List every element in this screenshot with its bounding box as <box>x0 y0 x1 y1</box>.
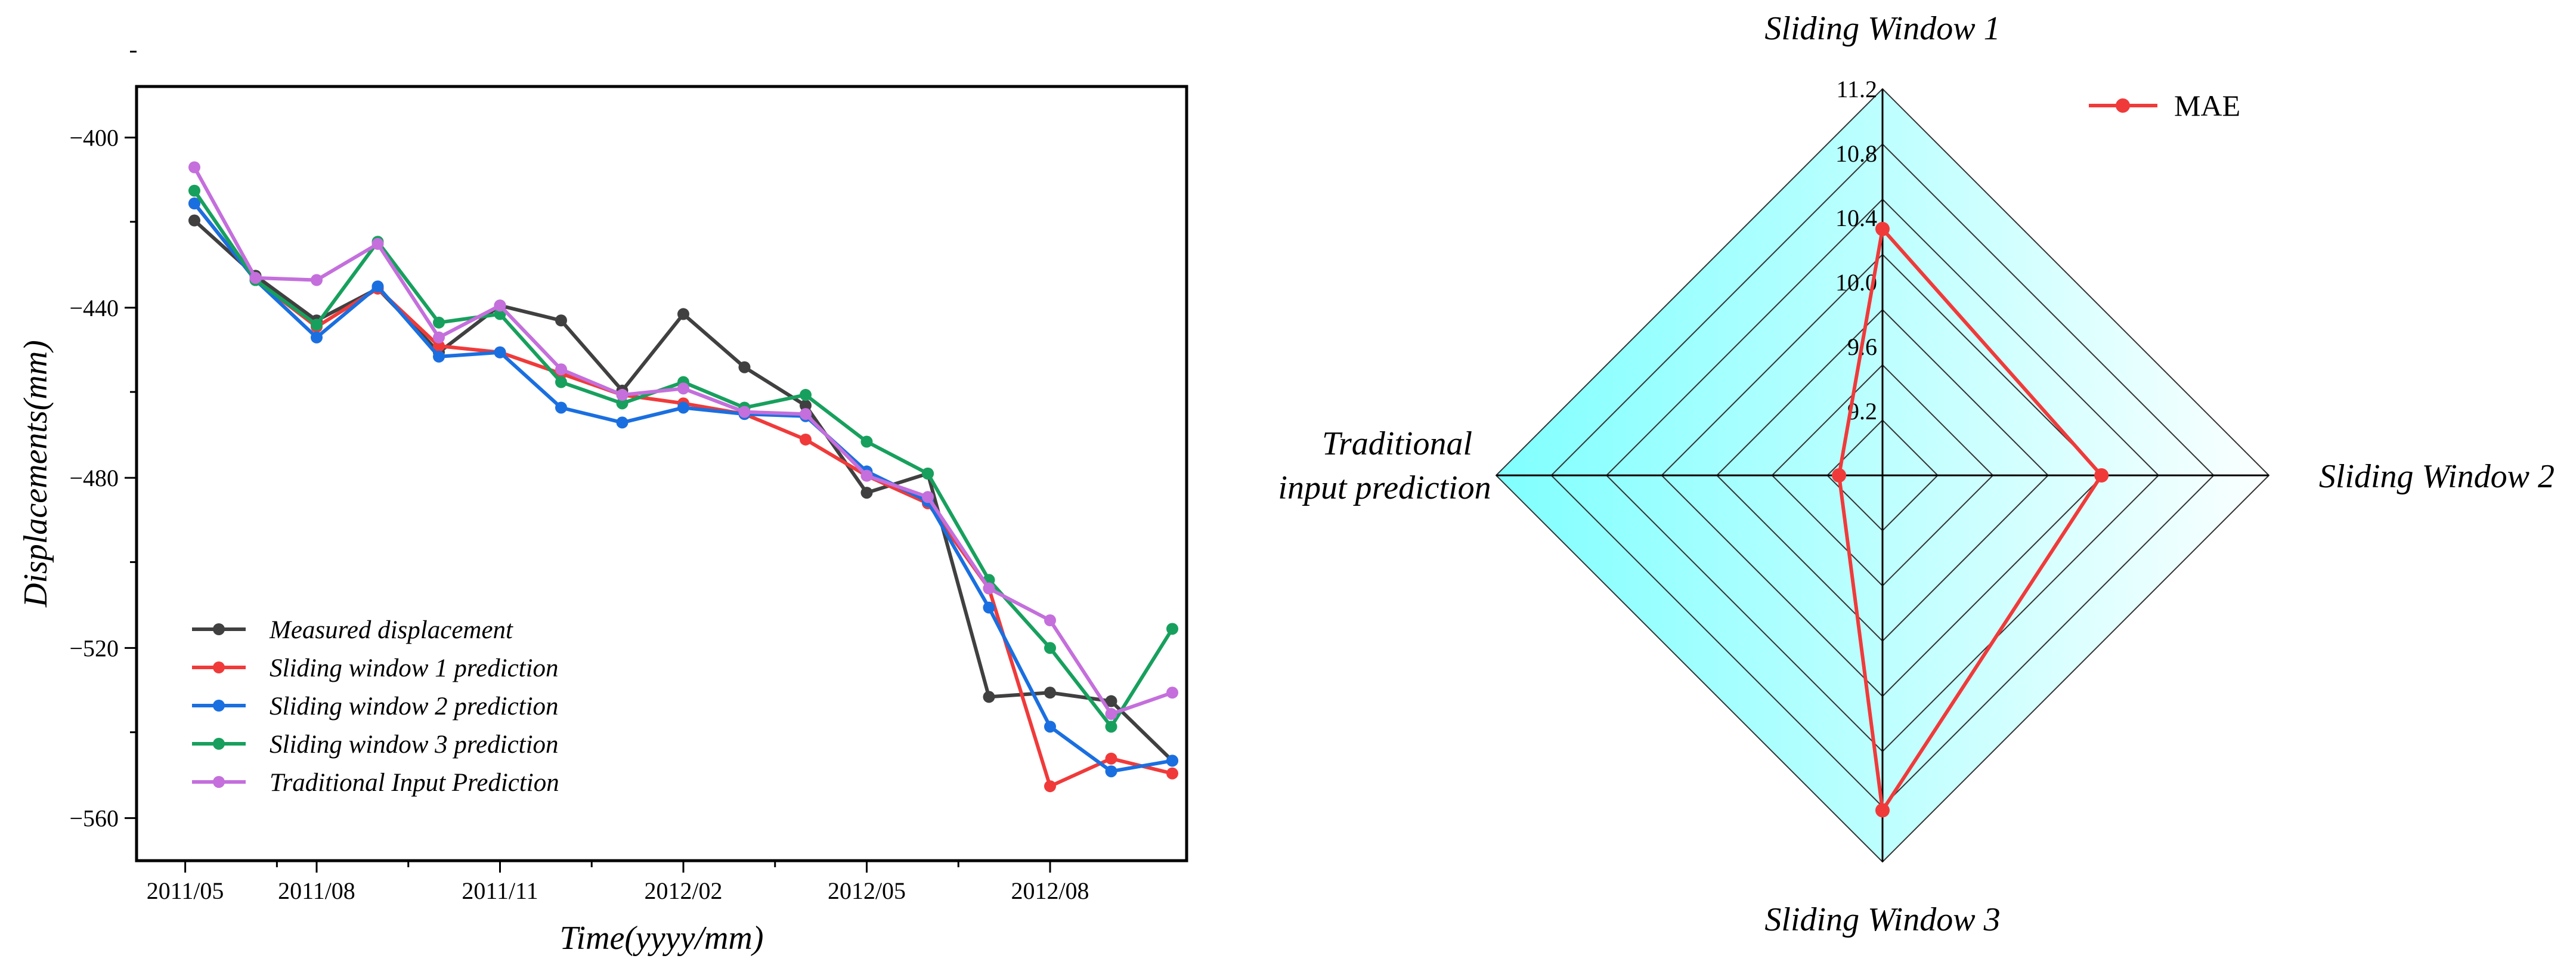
radar-axis-label-bottom: Sliding Window 3 <box>1764 901 2000 938</box>
data-point <box>1166 755 1178 767</box>
y-tick-label: −560 <box>69 805 119 832</box>
y-tick-label: −440 <box>69 295 119 321</box>
data-point <box>738 406 751 418</box>
data-point <box>800 389 812 401</box>
data-point <box>494 299 506 312</box>
data-point <box>1105 707 1117 720</box>
data-point <box>249 271 262 284</box>
x-tick-label: 2012/08 <box>1011 877 1089 904</box>
legend-label: Sliding window 2 prediction <box>270 692 559 721</box>
radar-axis-label-top: Sliding Window 1 <box>1764 10 2000 47</box>
data-point <box>922 468 934 480</box>
legend-label: Measured displacement <box>269 616 513 644</box>
data-point <box>860 487 873 499</box>
x-axis-title: Time(yyyy/mm) <box>559 920 763 957</box>
series-line-4 <box>193 190 1174 729</box>
y-tick-label: −480 <box>69 465 119 491</box>
data-point <box>433 316 445 329</box>
legend-marker <box>213 661 225 673</box>
legend-marker <box>213 776 225 788</box>
radar-axis-label-right: Sliding Window 2 <box>2319 458 2555 495</box>
data-point <box>433 340 445 353</box>
radar-data-point <box>1832 468 1847 483</box>
radar-tick-label: 10.4 <box>1835 205 1877 231</box>
data-point <box>983 691 995 703</box>
data-point <box>1044 687 1056 699</box>
data-point <box>922 491 934 503</box>
data-point <box>433 331 445 344</box>
data-point <box>311 274 323 286</box>
data-point <box>677 382 689 395</box>
data-point <box>371 280 384 293</box>
data-point <box>616 416 628 429</box>
data-point <box>188 161 200 174</box>
data-point <box>738 361 751 373</box>
radar-data-point <box>2094 468 2109 483</box>
data-point <box>555 314 567 327</box>
data-point <box>1105 765 1117 778</box>
radar-legend-marker <box>2116 98 2130 113</box>
x-tick-label: 2012/02 <box>644 877 722 904</box>
plot-frame <box>135 85 1188 862</box>
data-point <box>1105 695 1117 707</box>
data-point <box>371 237 384 250</box>
data-point <box>1105 721 1117 733</box>
x-tick-label: 2011/11 <box>462 877 538 904</box>
y-axis-title: Displacements(mm) <box>17 340 54 608</box>
radar-data-point <box>1875 803 1890 818</box>
data-point <box>616 389 628 401</box>
data-point <box>188 214 200 227</box>
y-tick-label: −520 <box>69 635 119 661</box>
legend-marker <box>213 738 225 750</box>
data-point <box>1044 721 1056 733</box>
radar-legend-label: MAE <box>2174 89 2240 122</box>
data-point <box>1105 752 1117 765</box>
data-point <box>555 376 567 388</box>
x-tick-label: 2011/08 <box>278 877 355 904</box>
legend-label: Sliding window 1 prediction <box>270 654 559 682</box>
legend-marker <box>213 623 225 635</box>
data-point <box>1044 780 1056 793</box>
radar-tick-label: 11.2 <box>1836 76 1877 103</box>
data-point <box>1044 614 1056 627</box>
data-point <box>1166 767 1178 780</box>
data-point <box>555 401 567 414</box>
data-point <box>188 184 200 197</box>
data-point <box>311 331 323 344</box>
x-tick-label: 2011/05 <box>147 877 224 904</box>
data-point <box>983 582 995 595</box>
radar-tick-label: 10.8 <box>1835 140 1877 167</box>
y-tick-label: −400 <box>69 125 119 151</box>
data-point <box>433 350 445 363</box>
data-point <box>1044 642 1056 654</box>
data-point <box>677 401 689 414</box>
data-point <box>800 399 812 412</box>
data-point <box>677 308 689 320</box>
data-point <box>860 469 873 482</box>
data-point <box>188 197 200 210</box>
legend-label: Traditional Input Prediction <box>270 769 559 797</box>
data-point <box>800 408 812 420</box>
data-point <box>1166 687 1178 699</box>
data-point <box>983 601 995 614</box>
radar-data-point <box>1875 221 1890 236</box>
legend-marker <box>213 700 225 712</box>
data-point <box>494 346 506 358</box>
data-point <box>555 363 567 376</box>
legend-label: Sliding window 3 prediction <box>270 731 559 759</box>
data-point <box>616 397 628 410</box>
data-point <box>800 433 812 446</box>
data-point <box>1166 623 1178 635</box>
radar-axis-label-left-line2: input prediction <box>1278 469 1491 506</box>
x-tick-label: 2012/05 <box>828 877 906 904</box>
data-point <box>311 319 323 331</box>
line-chart: −400 −440 −480 −520 −560 2011/05 2011/08 2011/1… <box>17 51 1188 957</box>
radar-axis-label-left-line1: Traditional <box>1322 425 1472 462</box>
data-point <box>860 435 873 448</box>
